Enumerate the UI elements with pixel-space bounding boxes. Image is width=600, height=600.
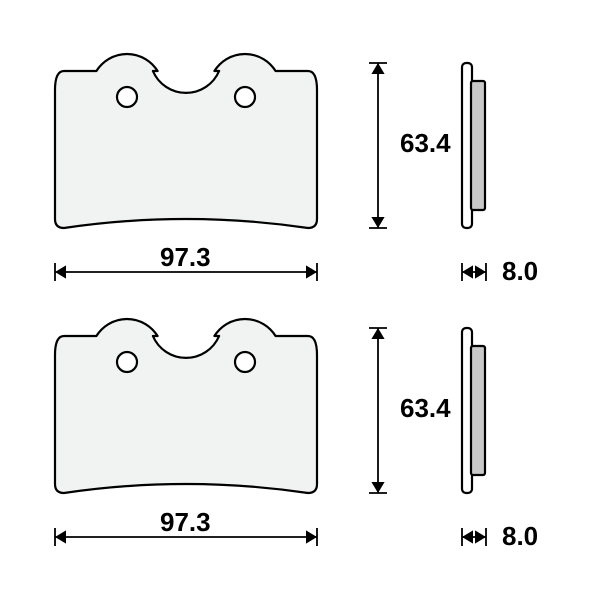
pad-group-1: 63.4 97.3 8.0 — [55, 319, 538, 551]
brake-pad-front — [55, 54, 317, 228]
dim-value-height: 63.4 — [400, 393, 451, 423]
mount-hole — [117, 87, 137, 107]
brake-pad-side-face — [471, 346, 485, 475]
mount-hole — [235, 87, 255, 107]
brake-pad-front — [55, 319, 317, 493]
dim-value-thick: 8.0 — [502, 256, 538, 286]
mount-hole — [117, 352, 137, 372]
mount-hole — [235, 352, 255, 372]
pad-group-0: 63.4 97.3 8.0 — [55, 54, 538, 286]
dim-value-thick: 8.0 — [502, 521, 538, 551]
brake-pad-side-face — [471, 81, 485, 210]
dim-value-width: 97.3 — [160, 507, 211, 537]
dim-value-height: 63.4 — [400, 128, 451, 158]
dim-value-width: 97.3 — [160, 242, 211, 272]
